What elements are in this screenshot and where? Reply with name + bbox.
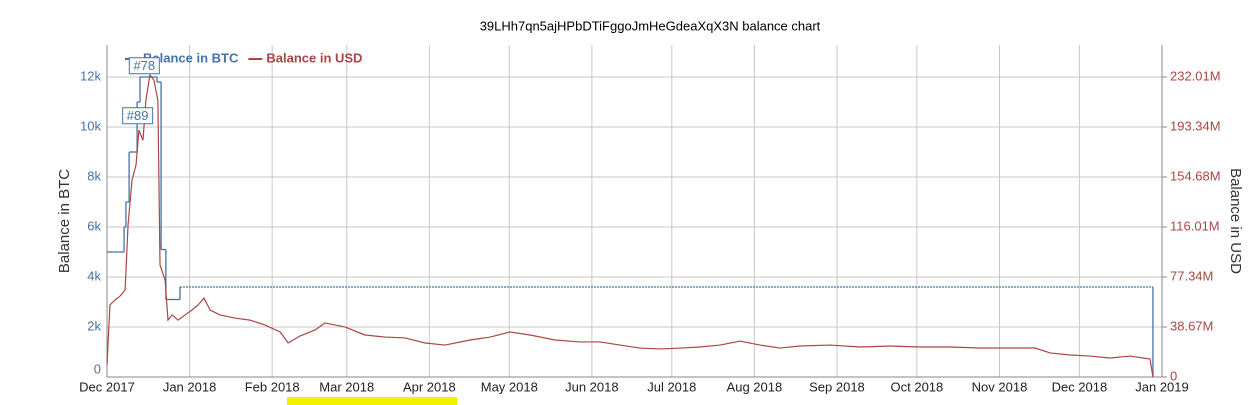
y-tick-label: 8k: [87, 168, 101, 183]
y2-axis-title: Balance in USD: [1227, 168, 1244, 274]
y2-tick-label: 154.68M: [1170, 168, 1221, 183]
legend-label: Balance in USD: [266, 50, 362, 65]
annotation-box: [122, 107, 154, 125]
y-tick-label: 4k: [87, 268, 101, 283]
x-tick-label: Dec 2017: [79, 379, 135, 394]
y2-tick-label: 77.34M: [1170, 268, 1213, 283]
x-tick-label: Sep 2018: [809, 379, 865, 394]
y-tick-label: 10k: [80, 118, 101, 133]
annotation-box: [128, 57, 160, 75]
y-tick-label: 6k: [87, 218, 101, 233]
y2-tick-label: 116.01M: [1170, 218, 1220, 233]
x-tick-label: Apr 2018: [403, 379, 456, 394]
partial-banner: [287, 397, 457, 405]
x-tick-label: Nov 2018: [972, 379, 1028, 394]
y2-tick-label: 232.01M: [1170, 68, 1221, 83]
x-tick-label: Mar 2018: [319, 379, 374, 394]
y2-tick-label: 0: [1170, 368, 1177, 383]
x-tick-label: Feb 2018: [245, 379, 300, 394]
x-tick-label: Jun 2018: [565, 379, 619, 394]
x-tick-label: Dec 2018: [1052, 379, 1108, 394]
annotation-label: #78: [133, 58, 155, 73]
y2-tick-label: 193.34M: [1170, 118, 1221, 133]
y2-tick-label: 38.67M: [1170, 318, 1213, 333]
x-tick-label: Jan 2018: [163, 379, 217, 394]
x-tick-label: Oct 2018: [891, 379, 944, 394]
y-axis-title: Balance in BTC: [56, 169, 73, 273]
x-tick-label: May 2018: [481, 379, 538, 394]
legend-label: Balance in BTC: [143, 50, 239, 65]
chart-title: 39LHh7qn5ajHPbDTiFggoJmHeGdeaXqX3N balan…: [480, 18, 821, 33]
x-tick-label: Aug 2018: [727, 379, 783, 394]
y-tick-label: 2k: [87, 318, 101, 333]
y-tick-label: 12k: [80, 68, 101, 83]
y-tick-label: 0: [94, 361, 101, 376]
annotation-label: #89: [127, 108, 149, 123]
series-line: [106, 73, 1154, 378]
x-tick-label: Jan 2019: [1135, 379, 1189, 394]
x-tick-label: Jul 2018: [647, 379, 696, 394]
